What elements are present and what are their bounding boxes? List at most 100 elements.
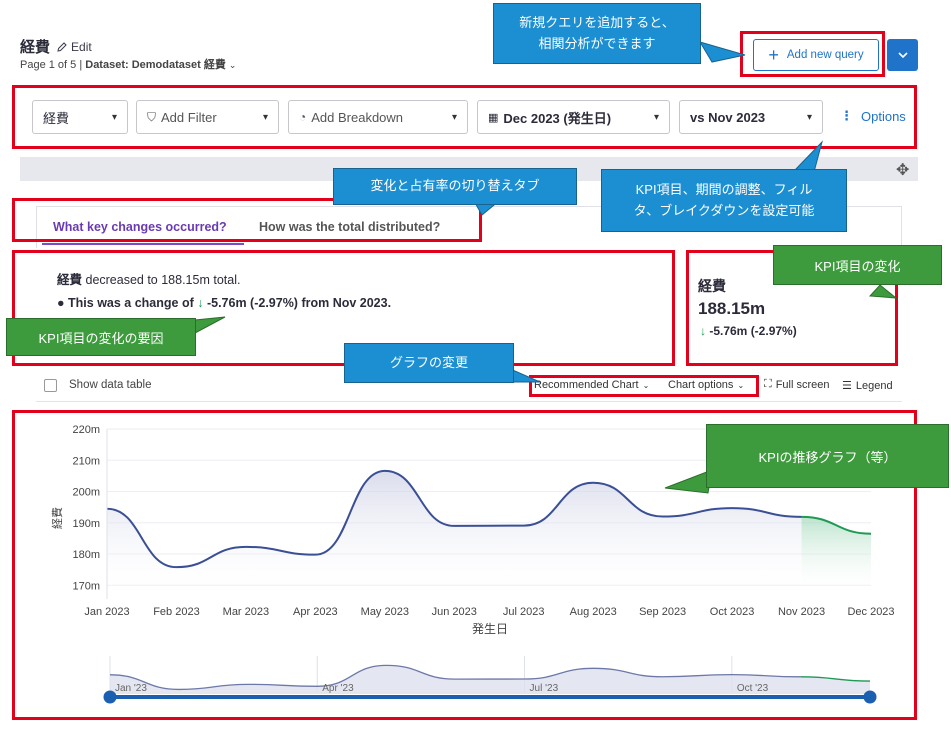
x-axis-label: 発生日	[472, 622, 508, 636]
expand-icon: ⛶	[764, 378, 772, 390]
x-tick-labels: Jan 2023 Feb 2023 Mar 2023 Apr 2023 May 2023…	[84, 606, 894, 618]
x-tick-label: Feb 2023	[153, 606, 199, 618]
x-tick-label: Jul 2023	[503, 606, 545, 618]
metric-value: 経費	[43, 110, 70, 126]
navigator-label: Jan '23	[115, 683, 147, 694]
period-select[interactable]: ▦ Dec 2023 (発生日) ▾	[477, 100, 670, 134]
navigator: Jan '23 Apr '23 Jul '23 Oct '23	[103, 656, 877, 704]
y-tick-labels: 220m 210m 200m 190m 180m 170m	[72, 424, 100, 592]
move-icon[interactable]: ✥	[896, 162, 910, 179]
callout-tabs: 変化と占有率の切り替えタブ	[333, 168, 577, 205]
y-tick-label: 190m	[72, 518, 100, 530]
x-tick-label: Oct 2023	[710, 606, 755, 618]
add-filter-label: Add Filter	[161, 109, 217, 125]
compare-value: vs Nov 2023	[690, 109, 766, 125]
divider	[36, 401, 902, 402]
annotation-box-summary	[12, 250, 675, 366]
series-line-last	[801, 515, 872, 535]
add-query-label: Add new query	[786, 49, 864, 61]
navigator-handle-left[interactable]	[103, 690, 117, 704]
down-arrow-icon: ↓	[197, 296, 204, 310]
navigator-label: Oct '23	[737, 683, 769, 694]
y-axis-label: 経費	[50, 507, 64, 529]
chevron-down-icon[interactable]: ⌄	[228, 60, 237, 70]
navigator-handle-right[interactable]	[863, 690, 877, 704]
callout-add-query: 新規クエリを追加すると、 相関分析ができます	[493, 3, 701, 64]
query-dropdown-button[interactable]	[887, 39, 918, 71]
kpi-change-value: -5.76m (-2.97%)	[706, 324, 797, 338]
chevron-down-icon: ▾	[111, 111, 117, 123]
x-tick-label: Aug 2023	[570, 606, 617, 618]
summary-metric: 経費	[57, 273, 83, 287]
show-data-table-checkbox[interactable]	[44, 379, 57, 392]
chart-options-select[interactable]: Chart options ⌄	[668, 379, 744, 391]
summary-text: decreased to 188.15m total.	[82, 273, 241, 287]
tab-total-distributed[interactable]: How was the total distributed?	[259, 220, 441, 234]
recommended-chart-label: Recommended Chart	[534, 379, 639, 391]
pie-chart-icon: ◔	[299, 110, 307, 124]
list-icon: ☰	[842, 380, 852, 392]
y-tick-label: 210m	[72, 455, 100, 467]
annotation-box-tabs	[12, 198, 482, 242]
legend-label: Legend	[855, 379, 893, 392]
navigator-label: Apr '23	[322, 683, 354, 694]
summary-line-2: ● This was a change of ↓ -5.76m (-2.97%)…	[57, 296, 391, 310]
annotation-box-chart-change	[529, 375, 759, 397]
page-title: 経費	[20, 39, 51, 56]
add-filter-select[interactable]: ⛉ Add Filter ▾	[136, 100, 279, 134]
callout-trend-chart: KPIの推移グラフ（等）	[706, 424, 949, 488]
summary-prefix: ● This was a change of	[57, 296, 198, 310]
callout-kpi-change: KPI項目の変化	[773, 245, 942, 285]
down-arrow-icon: ↓	[700, 324, 706, 338]
active-tab-indicator	[42, 243, 244, 245]
chevron-down-icon	[897, 52, 908, 58]
page-title-row: 経費 Edit	[20, 36, 92, 57]
kebab-icon: ⋮	[840, 108, 853, 123]
navigator-label: Jul '23	[530, 683, 559, 694]
x-tick-label: Apr 2023	[293, 606, 338, 618]
edit-label: Edit	[71, 39, 92, 54]
options-button[interactable]: ⋮ Options	[840, 108, 906, 124]
full-screen-label: Full screen	[775, 378, 830, 391]
compare-select[interactable]: vs Nov 2023 ▾	[679, 100, 823, 134]
legend-button[interactable]: ☰ Legend	[842, 379, 893, 393]
y-tick-label: 220m	[72, 424, 100, 436]
x-tick-label: Nov 2023	[778, 606, 825, 618]
x-tick-label: Dec 2023	[847, 606, 894, 618]
chevron-down-icon: ⌄	[737, 380, 745, 390]
options-label: Options	[861, 108, 906, 124]
plus-icon: +	[768, 45, 779, 65]
callout-chart-change: グラフの変更	[344, 343, 514, 383]
show-data-table-label: Show data table	[69, 379, 152, 391]
chart-options-label: Chart options	[668, 379, 734, 391]
full-screen-button[interactable]: ⛶ Full screen	[764, 378, 830, 391]
chevron-down-icon: ▾	[653, 111, 659, 123]
filter-icon: ⛉	[147, 109, 157, 124]
metric-select[interactable]: 経費 ▾	[32, 100, 128, 134]
edit-button[interactable]: Edit	[56, 40, 92, 54]
x-tick-label: Sep 2023	[639, 606, 686, 618]
chevron-down-icon: ▾	[451, 111, 457, 123]
add-breakdown-select[interactable]: ◔ Add Breakdown ▾	[288, 100, 468, 134]
page-subline: Page 1 of 5 | Dataset: Demodataset 経費 ⌄	[20, 56, 236, 72]
kpi-change: ↓ -5.76m (-2.97%)	[700, 324, 797, 338]
chevron-down-icon: ▾	[806, 111, 812, 123]
add-breakdown-label: Add Breakdown	[311, 109, 404, 125]
dataset-selector[interactable]: Dataset: Demodataset 経費	[85, 59, 226, 71]
summary-suffix: -5.76m (-2.97%) from Nov 2023.	[203, 296, 392, 310]
x-tick-label: May 2023	[361, 606, 409, 618]
x-tick-label: Mar 2023	[223, 606, 269, 618]
annotation-box-add-query	[740, 31, 885, 77]
page-info: Page 1 of 5 |	[20, 59, 86, 71]
add-new-query-button[interactable]: + Add new query	[753, 39, 879, 71]
chevron-down-icon: ▾	[262, 111, 268, 123]
recommended-chart-select[interactable]: Recommended Chart ⌄	[534, 379, 649, 391]
kpi-name: 経費	[698, 278, 726, 294]
y-tick-label: 170m	[72, 580, 100, 592]
tab-key-changes[interactable]: What key changes occurred?	[53, 220, 227, 234]
chevron-down-icon: ⌄	[642, 380, 650, 390]
callout-change-factor: KPI項目の変化の要因	[6, 318, 196, 356]
pencil-icon	[57, 41, 67, 52]
callout-settings: KPI項目、期間の調整、フィル タ、ブレイクダウンを設定可能	[601, 169, 847, 232]
